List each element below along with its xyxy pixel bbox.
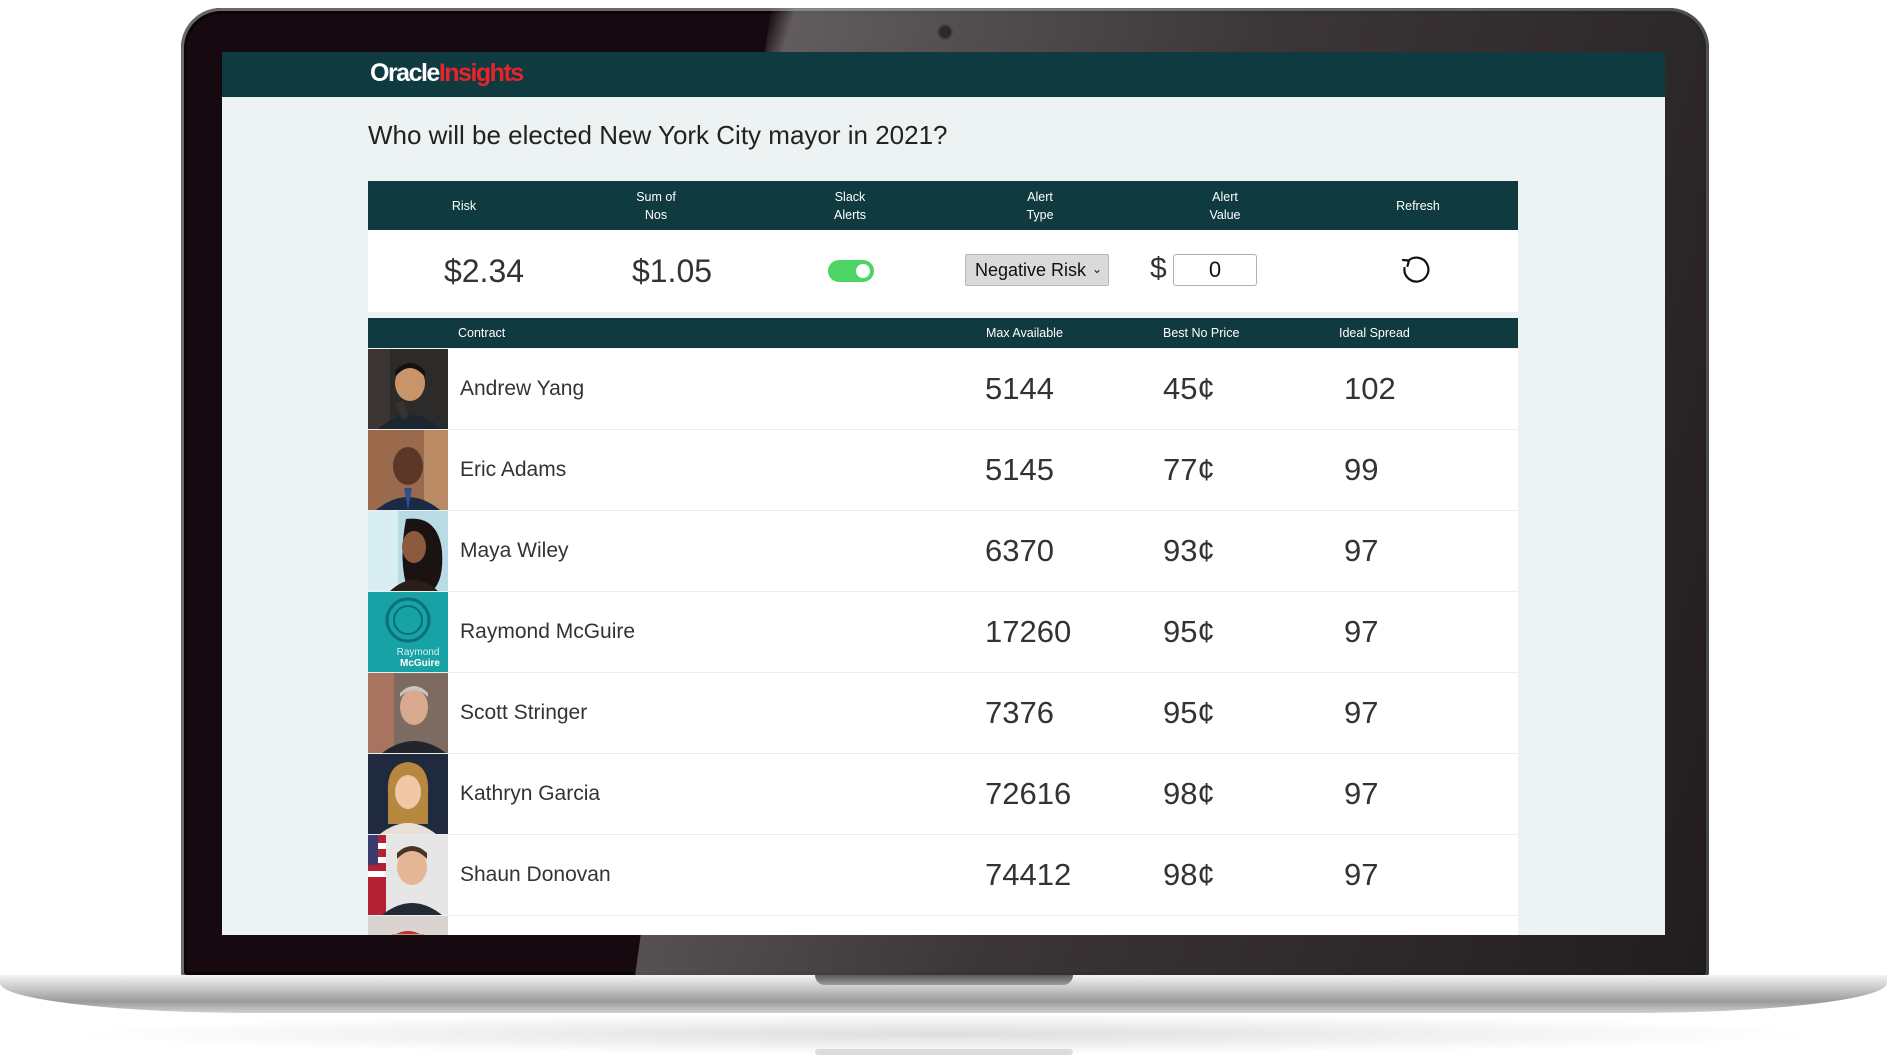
max-available: 6370 [985,533,1054,568]
laptop-shadow [60,1013,1827,1055]
contract-name: Andrew Yang [460,377,585,400]
max-available: 17260 [985,614,1072,649]
avatar [368,835,448,915]
table-row[interactable] [368,916,1518,935]
logo-primary: Oracle [370,59,440,87]
ideal-spread: 97 [1344,695,1379,730]
ideal-spread: 97 [1344,614,1379,649]
max-available: 72616 [985,776,1072,811]
avatar: Raymond McGuire [368,592,448,672]
table-row[interactable]: Andrew Yang 5144 45¢ 102 [368,349,1518,430]
alert-value-header-line1: Alert [1212,189,1238,204]
toggle-knob [856,264,870,278]
best-no-price: 45¢ [1163,371,1215,406]
ideal-spread: 97 [1344,776,1379,811]
contract-name: Maya Wiley [460,539,569,562]
refresh-header: Refresh [1318,181,1518,230]
sum-nos-header: Sum of Nos [560,181,752,230]
table-header: Contract Max Available Best No Price Ide… [368,318,1518,348]
contract-name: Raymond McGuire [460,620,636,643]
max-available: 7376 [985,695,1054,730]
best-no-price: 98¢ [1163,857,1215,892]
contracts-table: Andrew Yang 5144 45¢ 102 Eric Adams 5145… [368,349,1518,935]
ideal-spread: 97 [1344,857,1379,892]
table-row[interactable]: Scott Stringer 7376 95¢ 97 [368,673,1518,754]
best-no-price: 93¢ [1163,533,1215,568]
avatar-text-line2: McGuire [400,658,440,669]
app-screen: OracleInsights Who will be elected New Y… [222,52,1665,935]
max-available: 5145 [985,452,1054,487]
contract-column-header[interactable]: Contract [458,326,506,340]
logo-accent: Insights [438,59,524,87]
risk-header-label: Risk [451,198,477,213]
avatar [368,916,448,935]
risk-value: $2.34 [443,252,525,289]
laptop-notch [815,975,1073,985]
best-no-price: 95¢ [1163,614,1215,649]
refresh-icon[interactable] [1399,255,1431,287]
avatar [368,754,448,834]
best-no-price-column-header[interactable]: Best No Price [1163,326,1240,340]
alert-currency: $ [1150,252,1167,285]
contract-name: Scott Stringer [460,701,588,724]
max-available: 74412 [985,857,1072,892]
contract-name: Kathryn Garcia [460,782,601,805]
table-row[interactable]: Raymond McGuire Raymond McGuire 17260 95… [368,592,1518,673]
avatar [368,511,448,591]
ideal-spread: 102 [1344,371,1396,406]
slack-header: Slack Alerts [752,181,948,230]
page-title: Who will be elected New York City mayor … [368,120,948,150]
table-row[interactable]: Kathryn Garcia 72616 98¢ 97 [368,754,1518,835]
avatar-text-line1: Raymond [397,647,440,658]
best-no-price: 95¢ [1163,695,1215,730]
alert-type-selected: Negative Risk [975,259,1087,280]
top-bar: OracleInsights [222,52,1665,97]
risk-header: Risk [368,181,560,230]
alert-value-input[interactable] [1173,254,1257,286]
webcam [939,26,951,38]
contract-name: Shaun Donovan [460,863,611,886]
chevron-down-icon: ⌄ [1091,262,1102,276]
avatar [368,430,448,510]
sum-nos-header-line1: Sum of [636,189,676,204]
table-row[interactable]: Maya Wiley 6370 93¢ 97 [368,511,1518,592]
avatar [368,673,448,753]
avatar [368,349,448,429]
slack-alerts-toggle[interactable] [828,260,874,282]
alert-type-select[interactable]: Negative Risk ⌄ [965,254,1109,286]
alert-type-header: Alert Type [948,181,1132,230]
ideal-spread-column-header[interactable]: Ideal Spread [1339,326,1410,340]
summary-values: $2.34 $1.05 Negative Risk ⌄ $ [368,230,1518,312]
summary-header: Risk Sum of Nos Slack Alerts Alert Type Ale… [368,181,1518,230]
alert-value-header-line2: Value [1209,207,1241,222]
max-available-column-header[interactable]: Max Available [986,326,1063,340]
table-row[interactable]: Shaun Donovan 74412 98¢ 97 [368,835,1518,916]
slack-header-line1: Slack [834,189,866,204]
table-row[interactable]: Eric Adams 5145 77¢ 99 [368,430,1518,511]
alert-type-header-line2: Type [1026,207,1054,222]
laptop-foot [815,1049,1073,1055]
refresh-header-label: Refresh [1396,198,1440,213]
app-logo[interactable]: OracleInsights [370,59,524,88]
alert-type-header-line1: Alert [1027,189,1053,204]
ideal-spread: 97 [1344,533,1379,568]
ideal-spread: 99 [1344,452,1379,487]
contract-name: Eric Adams [460,458,567,481]
max-available: 5144 [985,371,1054,406]
sum-nos-header-line2: Nos [644,207,668,222]
sum-nos-value: $1.05 [631,252,713,289]
best-no-price: 77¢ [1163,452,1215,487]
alert-value-header: Alert Value [1132,181,1318,230]
best-no-price: 98¢ [1163,776,1215,811]
slack-header-line2: Alerts [834,207,866,222]
